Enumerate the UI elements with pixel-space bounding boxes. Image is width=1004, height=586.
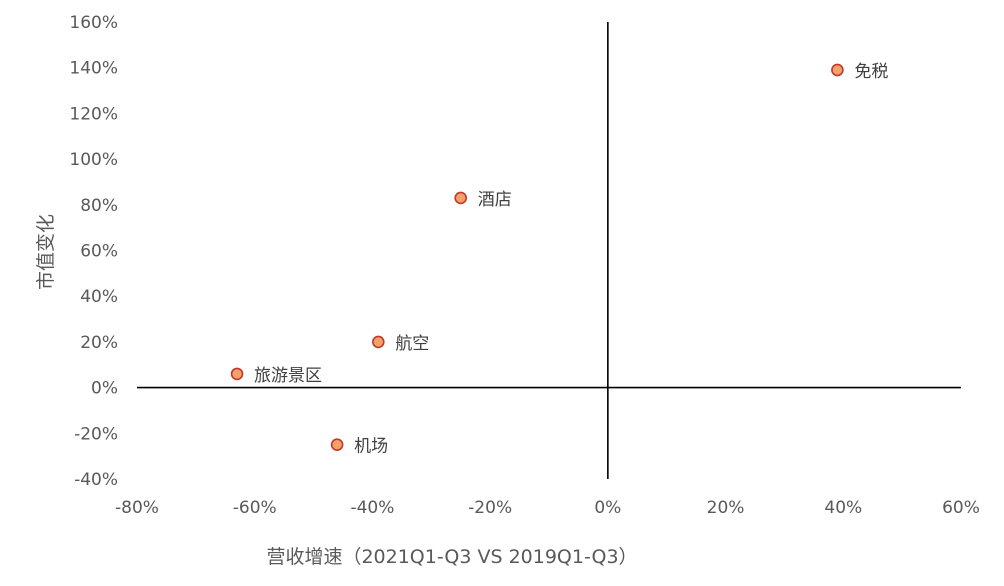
x-tick-label: 0% — [594, 498, 621, 518]
data-point — [372, 335, 385, 349]
data-point-label: 航空 — [395, 334, 429, 354]
x-tick-label: -40% — [350, 498, 394, 518]
data-point-label: 酒店 — [478, 190, 512, 210]
data-point — [454, 191, 468, 205]
y-tick-label: -40% — [74, 470, 118, 490]
y-tick-label: 120% — [69, 104, 118, 124]
y-tick-label: 100% — [69, 150, 118, 170]
x-tick-label: 60% — [942, 498, 980, 518]
x-tick-label: 20% — [707, 498, 745, 518]
y-tick-label: -20% — [74, 424, 118, 444]
data-point-label: 免税 — [854, 62, 888, 82]
data-point — [330, 438, 344, 452]
y-tick-label: 40% — [80, 287, 118, 307]
y-axis-title: 市值变化 — [35, 214, 57, 290]
x-axis-title: 营收增速（2021Q1-Q3 VS 2019Q1-Q3） — [266, 546, 637, 568]
x-tick-label: -20% — [468, 498, 512, 518]
y-tick-label: 140% — [69, 59, 118, 79]
data-point — [831, 63, 844, 77]
x-tick-label: -80% — [115, 498, 159, 518]
y-tick-label: 60% — [80, 242, 118, 262]
x-tick-label: 40% — [824, 498, 862, 518]
x-tick-label: -60% — [233, 498, 277, 518]
y-tick-label: 160% — [69, 13, 118, 33]
data-point-label: 机场 — [354, 437, 388, 457]
y-tick-label: 20% — [80, 333, 118, 353]
y-tick-labels: -40% -20% 0% 20% 40% 60% 80% 100% 120% 140% 160% — [69, 13, 118, 490]
x-tick-labels: -80% -60% -40% -20% 0% 20% 40% 60% — [115, 498, 980, 518]
data-point — [230, 367, 244, 381]
y-tick-label: 80% — [80, 196, 118, 216]
y-tick-label: 0% — [91, 379, 118, 399]
data-point-label: 旅游景区 — [254, 366, 322, 386]
